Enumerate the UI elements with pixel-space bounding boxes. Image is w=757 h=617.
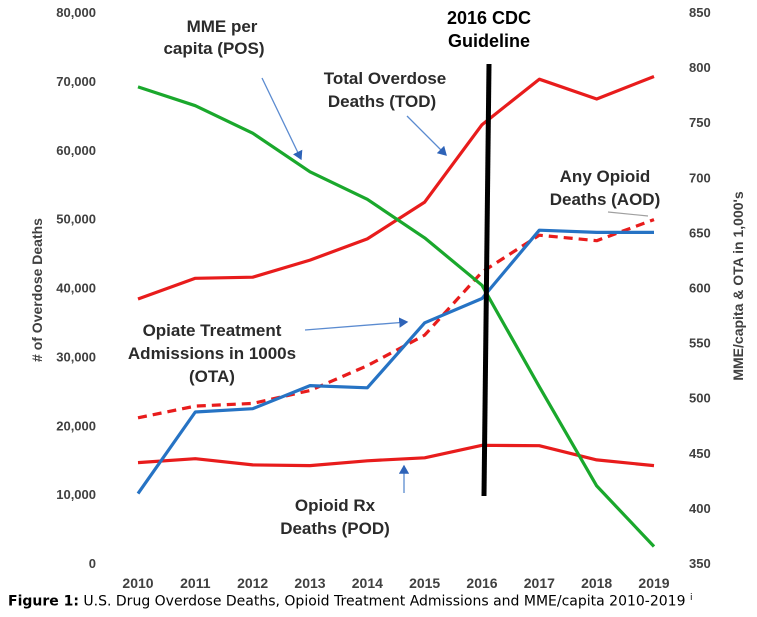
right-tick-label: 400 bbox=[689, 501, 711, 516]
x-axis-ticks: 2010 2011 2012 2013 2014 2015 2016 2017 2018 2019 bbox=[122, 575, 669, 590]
left-axis-label: # of Overdose Deaths bbox=[29, 218, 45, 362]
left-axis-ticks: 0 10,000 20,000 30,000 40,000 50,000 60,000 70,… bbox=[56, 5, 96, 571]
right-tick-label: 350 bbox=[689, 556, 711, 571]
cdc-guideline-label-1: 2016 CDC bbox=[447, 8, 531, 28]
arrow-pos bbox=[261, 77, 303, 161]
annotation-pos-1: MME per bbox=[187, 17, 258, 36]
x-tick-label: 2018 bbox=[581, 575, 612, 590]
series-line-opioid-rx-deaths-pod bbox=[137, 443, 655, 468]
series-layer bbox=[136, 75, 656, 548]
right-tick-label: 850 bbox=[689, 5, 711, 20]
x-tick-label: 2019 bbox=[638, 575, 669, 590]
x-tick-label: 2015 bbox=[409, 575, 440, 590]
annotation-ota-3: (OTA) bbox=[189, 367, 235, 386]
x-tick-label: 2013 bbox=[294, 575, 325, 590]
arrow-aod bbox=[607, 211, 649, 217]
left-tick-label: 30,000 bbox=[56, 349, 96, 364]
x-tick-label: 2012 bbox=[237, 575, 268, 590]
arrow-tod bbox=[406, 115, 447, 156]
left-tick-label: 70,000 bbox=[56, 74, 96, 89]
annotation-tod-1: Total Overdose bbox=[324, 69, 447, 88]
left-tick-label: 80,000 bbox=[56, 5, 96, 20]
caption-text: U.S. Drug Overdose Deaths, Opioid Treatm… bbox=[78, 593, 686, 610]
annotation-aod-2: Deaths (AOD) bbox=[550, 190, 661, 209]
right-tick-label: 650 bbox=[689, 225, 711, 240]
left-tick-label: 10,000 bbox=[56, 487, 96, 502]
annotation-tod-2: Deaths (TOD) bbox=[328, 92, 436, 111]
series-line-any-opioid-deaths-aod bbox=[137, 218, 655, 420]
left-tick-label: 50,000 bbox=[56, 212, 96, 227]
x-tick-label: 2010 bbox=[122, 575, 153, 590]
x-tick-label: 2016 bbox=[466, 575, 497, 590]
annotation-pod-2: Deaths (POD) bbox=[280, 519, 390, 538]
right-tick-label: 500 bbox=[689, 391, 711, 406]
right-tick-label: 550 bbox=[689, 336, 711, 351]
left-tick-label: 40,000 bbox=[56, 281, 96, 296]
x-tick-label: 2014 bbox=[352, 575, 383, 590]
right-tick-label: 600 bbox=[689, 281, 711, 296]
series-line-opiate-treatment-admissions-in-1000s-ota bbox=[136, 228, 654, 495]
left-tick-label: 60,000 bbox=[56, 143, 96, 158]
left-tick-label: 20,000 bbox=[56, 418, 96, 433]
right-tick-label: 450 bbox=[689, 446, 711, 461]
annotation-aod-1: Any Opioid bbox=[560, 167, 651, 186]
annotation-ota-1: Opiate Treatment bbox=[143, 321, 282, 340]
caption-note: i bbox=[689, 593, 693, 603]
arrow-ota bbox=[304, 317, 409, 331]
figure-caption: Figure 1: U.S. Drug Overdose Deaths, Opi… bbox=[8, 593, 692, 610]
cdc-guideline-label-2: Guideline bbox=[448, 31, 530, 51]
right-tick-label: 750 bbox=[689, 115, 711, 130]
series-line-mme-per-capita-pos bbox=[137, 85, 656, 548]
annotation-ota-2: Admissions in 1000s bbox=[128, 344, 296, 363]
cdc-guideline-line bbox=[481, 63, 492, 497]
right-axis-ticks: 350 400 450 500 550 600 650 700 750 800 850 bbox=[689, 5, 711, 571]
annotation-pos-2: capita (POS) bbox=[163, 39, 264, 58]
right-axis-label: MME/capita & OTA in 1,000's bbox=[730, 191, 746, 380]
right-tick-label: 700 bbox=[689, 170, 711, 185]
annotation-pod-1: Opioid Rx bbox=[295, 496, 376, 515]
x-tick-label: 2011 bbox=[180, 575, 211, 590]
left-tick-label: 0 bbox=[89, 556, 96, 571]
caption-prefix: Figure 1: bbox=[8, 593, 79, 610]
right-tick-label: 800 bbox=[689, 60, 711, 75]
overdose-chart: 0 10,000 20,000 30,000 40,000 50,000 60,000 70,… bbox=[29, 5, 746, 590]
x-tick-label: 2017 bbox=[524, 575, 555, 590]
